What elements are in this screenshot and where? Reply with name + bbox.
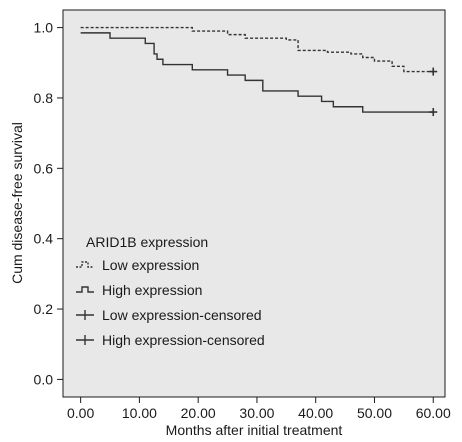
legend-label: Low expression-censored [102, 307, 262, 323]
legend-label: High expression [102, 282, 202, 298]
legend-entry: High expression-censored [76, 332, 265, 348]
x-tick-label: 50.00 [357, 405, 392, 421]
series-line-high-expression [80, 32, 434, 113]
censored-marker [429, 67, 438, 76]
series-layer [80, 26, 438, 117]
legend-entry: Low expression-censored [76, 307, 262, 323]
x-axis-label: Months after initial treatment [166, 422, 343, 438]
legend-entry: Low expression [76, 257, 199, 273]
y-tick-label: 0.8 [34, 90, 54, 106]
plot-area [62, 9, 446, 398]
y-tick-label: 0.2 [34, 301, 54, 317]
x-tick-label: 60.00 [416, 405, 451, 421]
y-tick-label: 0.0 [34, 371, 54, 387]
x-tick-label: 40.00 [298, 405, 333, 421]
y-tick-label: 1.0 [34, 20, 54, 36]
legend: ARID1B expression Low expression High exp… [76, 234, 265, 348]
legend-title: ARID1B expression [86, 234, 208, 250]
series-line-low-expression [80, 26, 434, 73]
y-axis-label: Cum disease-free survival [9, 122, 25, 284]
x-tick-label: 20.00 [181, 405, 216, 421]
legend-symbol [76, 286, 94, 293]
legend-label: Low expression [102, 257, 199, 273]
y-tick-label: 0.4 [34, 231, 54, 247]
x-tick-label: 0.00 [67, 405, 94, 421]
legend-symbol [76, 261, 94, 268]
legend-label: High expression-censored [102, 332, 265, 348]
y-axis: 0.0 0.2 0.4 0.6 0.8 1.0 [34, 20, 63, 387]
x-axis: 0.00 10.00 20.00 30.00 40.00 50.00 60.00 [67, 397, 451, 421]
legend-entry: High expression [76, 282, 202, 298]
x-tick-label: 30.00 [239, 405, 274, 421]
censored-marker [429, 108, 438, 117]
x-tick-label: 10.00 [122, 405, 157, 421]
y-tick-label: 0.6 [34, 160, 54, 176]
